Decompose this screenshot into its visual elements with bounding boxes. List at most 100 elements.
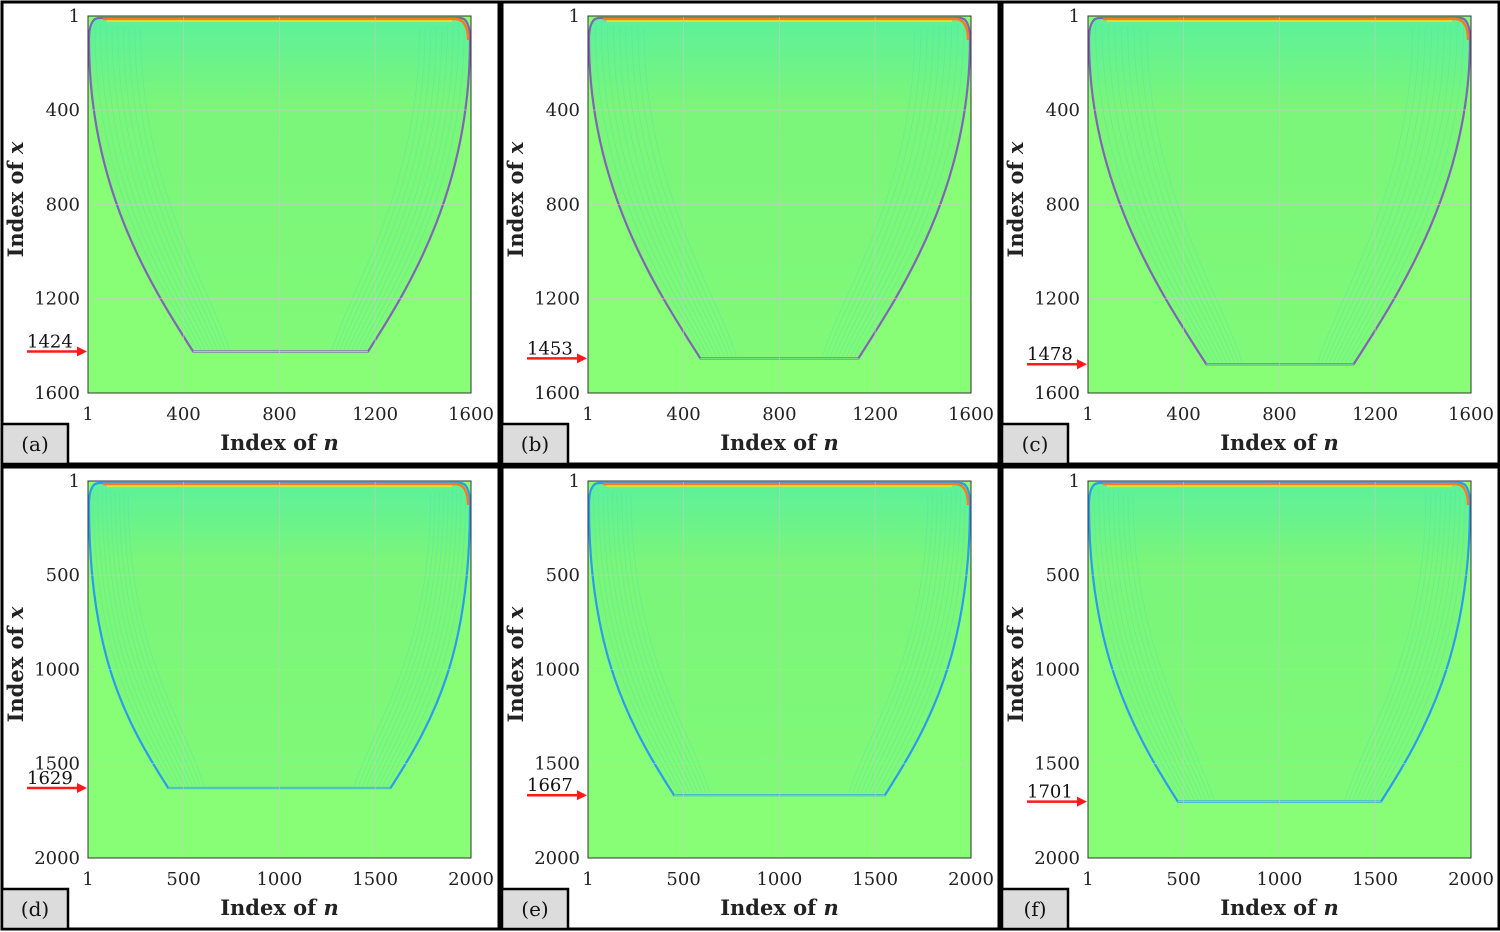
fringe-contour (602, 489, 957, 794)
x-tick-label: 400 (166, 404, 200, 425)
panel-tag: (b) (521, 432, 549, 456)
y-axis-label: Index of x (1003, 141, 1028, 257)
marker-arrowhead (577, 790, 587, 801)
fringe-contour (1140, 28, 1420, 363)
x-tick-label: 1200 (852, 404, 898, 425)
y-tick-label: 1200 (534, 289, 580, 310)
fringe-contour (1114, 25, 1445, 363)
x-axis-label: Index of n (1220, 430, 1339, 455)
x-tick-label: 2000 (948, 869, 994, 890)
panel-tag-box (0, 422, 70, 466)
fringe-contour (127, 494, 432, 787)
fringe-contour (114, 491, 445, 787)
region-edge (587, 481, 972, 797)
fringe-contour (134, 28, 426, 350)
marker-label: 1453 (527, 338, 573, 359)
y-tick-label: 1000 (1034, 659, 1080, 680)
x-tick-label: 1500 (352, 869, 398, 890)
x-tick-label: 500 (666, 869, 700, 890)
region-top-edge (103, 17, 470, 41)
x-tick-label: 1600 (1448, 404, 1494, 425)
x-axis-label: Index of n (1220, 895, 1339, 920)
x-tick-label: 400 (666, 404, 700, 425)
fringe-contour (106, 490, 453, 787)
x-tick-label: 1 (82, 869, 93, 890)
fringe-contour (1122, 492, 1437, 800)
fringe-contour (594, 22, 965, 357)
y-tick-label: 1 (1069, 6, 1080, 27)
fringe-contour (1095, 22, 1464, 363)
fringe-contour (111, 25, 448, 350)
fringe-contour (1132, 494, 1427, 800)
x-tick-label: 500 (166, 869, 200, 890)
region-top-edge (103, 482, 470, 506)
fringe-contour (593, 487, 966, 794)
fringe-contour (637, 28, 922, 357)
x-tick-label: 500 (1166, 869, 1200, 890)
fringe-contour (123, 493, 436, 787)
axes-box (1087, 480, 1472, 859)
fringe-contour (1093, 487, 1466, 800)
fringe-contour (105, 24, 454, 350)
fringe-contour (631, 27, 928, 357)
panel-frame (500, 0, 1001, 466)
y-tick-label: 2000 (34, 848, 80, 869)
marker-label: 1424 (27, 332, 73, 353)
x-tick-label: 1500 (1352, 869, 1398, 890)
y-tick-label: 2000 (534, 848, 580, 869)
region-edge (87, 481, 472, 790)
panel-tag: (c) (1022, 432, 1049, 456)
x-tick-label: 800 (762, 404, 796, 425)
region-top-edge (603, 482, 970, 506)
y-axis-label: Index of x (3, 141, 28, 257)
x-tick-label: 800 (1262, 404, 1296, 425)
fringe-contour (1133, 27, 1426, 363)
y-tick-label: 800 (546, 194, 580, 215)
y-tick-label: 2000 (1034, 848, 1080, 869)
panel-tag-box (0, 887, 70, 931)
fringe-contour (1098, 488, 1461, 800)
y-tick-label: 1500 (34, 754, 80, 775)
y-tick-label: 500 (46, 565, 80, 586)
x-tick-label: 1 (82, 404, 93, 425)
fringe-contour (1127, 26, 1432, 363)
x-tick-label: 1 (582, 869, 593, 890)
fringe-contour (1108, 490, 1451, 800)
panel-tag: (f) (1023, 897, 1046, 921)
y-tick-label: 1600 (34, 383, 80, 404)
x-tick-label: 1200 (352, 404, 398, 425)
y-axis-label: Index of x (1003, 606, 1028, 722)
panel-frame (0, 0, 501, 466)
y-axis-label: Index of x (3, 606, 28, 722)
y-tick-label: 400 (546, 100, 580, 121)
y-tick-label: 400 (46, 100, 80, 121)
y-tick-label: 1 (569, 471, 580, 492)
fringe-contour (119, 492, 440, 787)
y-tick-label: 400 (1046, 100, 1080, 121)
panel-frame (500, 465, 1001, 931)
y-tick-label: 500 (546, 565, 580, 586)
axes-box (587, 480, 972, 859)
y-tick-label: 1200 (34, 289, 80, 310)
y-tick-label: 1200 (1034, 289, 1080, 310)
x-tick-label: 1000 (1256, 869, 1302, 890)
panel-tag-box (1000, 887, 1070, 931)
region-top-edge (1103, 482, 1470, 506)
fringe-contour (1117, 491, 1442, 800)
fringe-contour (621, 492, 938, 794)
x-tick-label: 2000 (448, 869, 494, 890)
marker-arrowhead (77, 346, 87, 357)
fringe-contour (1101, 23, 1458, 363)
marker-label: 1478 (1027, 344, 1073, 365)
x-axis-label: Index of n (220, 895, 339, 920)
axes-box (587, 15, 972, 394)
fringe-contour (625, 26, 934, 357)
fringe-contour (1103, 489, 1456, 800)
x-tick-label: 1 (582, 404, 593, 425)
